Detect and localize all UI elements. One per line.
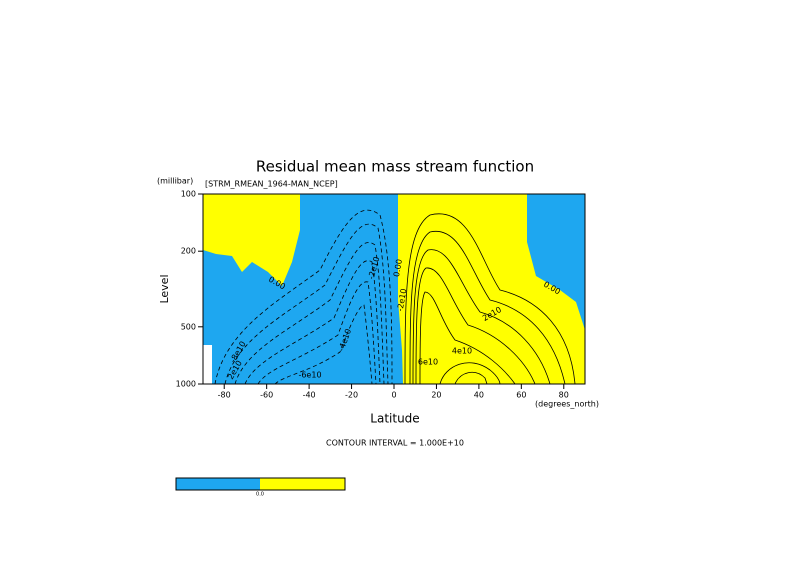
x-tick-label: -60 bbox=[260, 391, 273, 400]
positive-region bbox=[203, 194, 300, 286]
x-tick-label: 40 bbox=[474, 391, 484, 400]
x-tick-label: 60 bbox=[516, 391, 526, 400]
contour-label: -2e10 bbox=[396, 288, 409, 312]
y-tick-label: 500 bbox=[181, 322, 196, 331]
colorbar-frame bbox=[175, 477, 346, 491]
colorbar-negative bbox=[176, 478, 260, 490]
contour-note: CONTOUR INTERVAL = 1.000E+10 bbox=[326, 439, 464, 448]
x-axis-label: Latitude bbox=[370, 412, 419, 426]
y-tick-label: 1000 bbox=[176, 380, 196, 389]
colorbar-label: 0.0 bbox=[256, 492, 264, 498]
positive-contours bbox=[404, 213, 576, 385]
contour-label: -6e10 bbox=[298, 371, 321, 380]
y-axis-label: Level bbox=[158, 274, 171, 303]
x-tick-label: -80 bbox=[218, 391, 231, 400]
x-unit: (degrees_north) bbox=[535, 400, 599, 409]
contour-label: 0.00 bbox=[392, 258, 404, 277]
chart-title: Residual mean mass stream function bbox=[256, 158, 534, 176]
x-tick-label: 0 bbox=[391, 391, 396, 400]
y-tick-label: 100 bbox=[181, 190, 196, 199]
contour-label: 6e10 bbox=[418, 358, 438, 367]
colorbar-positive bbox=[260, 478, 345, 490]
x-tick-label: 80 bbox=[559, 391, 569, 400]
x-tick-label: -20 bbox=[345, 391, 358, 400]
subtitle: [STRM_RMEAN_1964-MAN_NCEP] bbox=[205, 180, 338, 189]
negative-contours bbox=[214, 209, 393, 385]
x-tick-label: -40 bbox=[303, 391, 316, 400]
missing-region bbox=[203, 345, 212, 384]
y-unit: (millibar) bbox=[157, 177, 193, 186]
x-tick-label: 20 bbox=[431, 391, 441, 400]
contour-label: 4e10 bbox=[452, 347, 472, 356]
positive-region bbox=[398, 194, 585, 384]
y-tick-label: 200 bbox=[181, 247, 196, 256]
